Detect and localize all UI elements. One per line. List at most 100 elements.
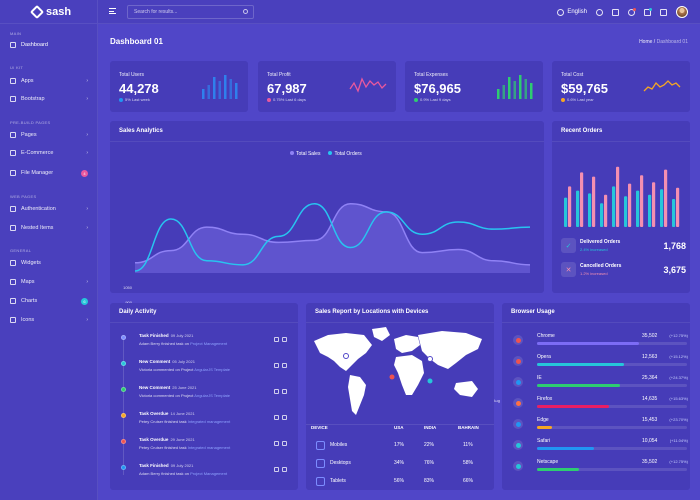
browser-logo	[515, 358, 521, 364]
apps-icon	[10, 78, 16, 84]
sidebar-item-e-commerce[interactable]: E-Commerce ›	[0, 146, 98, 160]
fullscreen-icon[interactable]	[612, 8, 619, 16]
sparkline-bar	[524, 79, 527, 99]
world-map[interactable]	[306, 323, 494, 423]
activity-description: Petey Cruiser finished task Integrated m…	[139, 445, 230, 450]
stat-value: 67,987	[267, 81, 307, 96]
moon-icon[interactable]	[596, 8, 603, 16]
map-marker-usa[interactable]	[343, 353, 349, 359]
bell-icon[interactable]	[628, 7, 636, 16]
activity-date: 09 July 2021	[170, 463, 194, 468]
sidebar-item-label: Icons	[21, 317, 35, 323]
sidebar-item-dashboard[interactable]: Dashboard	[0, 38, 98, 52]
bar-cancelled	[568, 186, 572, 227]
edit-icon[interactable]	[274, 389, 279, 394]
stat-title: Total Users	[119, 72, 145, 78]
sidebar-category-general: GENERAL	[10, 248, 32, 253]
sidebar-item-label: Widgets	[21, 260, 41, 266]
trash-icon[interactable]	[282, 467, 287, 472]
tablet-icon	[316, 477, 325, 486]
edit-icon[interactable]	[274, 363, 279, 368]
series-area-total-sales	[135, 203, 530, 273]
map-marker-india[interactable]	[427, 378, 433, 384]
activity-link[interactable]: AngularJS Template	[194, 367, 231, 372]
stat-card-total-profit: Total Profit 67,987 0.75% Last 6 days	[258, 61, 396, 112]
greenland[interactable]	[372, 327, 390, 341]
browser-name: Opera	[537, 354, 551, 360]
activity-link[interactable]: Project Management	[190, 471, 228, 476]
south-america[interactable]	[348, 375, 366, 415]
legend-item-total-sales[interactable]: Total Sales	[290, 151, 320, 157]
language-selector[interactable]: English	[557, 8, 587, 16]
avatar[interactable]	[676, 6, 688, 18]
bar-delivered	[612, 186, 616, 227]
sidebar-item-label: E-Commerce	[21, 150, 54, 156]
search-input[interactable]: Search for results...	[127, 5, 254, 19]
sidebar-item-label: Nested Items	[21, 225, 54, 231]
sidebar-item-icons[interactable]: Icons ›	[0, 313, 98, 327]
europe[interactable]	[394, 335, 420, 353]
sparkline	[497, 75, 533, 99]
progress-fill	[537, 426, 552, 429]
table-row: Mobiles 17% 22% 11%	[308, 441, 493, 455]
breadcrumb-home[interactable]: Home	[639, 39, 653, 45]
browser-value: 10,054	[642, 438, 658, 444]
browser-row-edge: Edge 15,453 (+23.70%)	[510, 417, 690, 439]
activity-link[interactable]: Project Management	[190, 341, 228, 346]
activity-text: Petey Cruiser finished task	[139, 445, 187, 450]
sidebar-item-bootstrap[interactable]: Bootstrap ›	[0, 92, 98, 106]
check-icon: ✓	[561, 238, 576, 253]
asia[interactable]	[418, 331, 482, 369]
progress-fill	[537, 405, 609, 408]
sidebar-right-toggle-icon[interactable]	[660, 8, 667, 16]
australia[interactable]	[454, 381, 478, 397]
legend-item-total-orders[interactable]: Total Orders	[328, 151, 362, 157]
activity-link[interactable]: Integrated management	[187, 445, 231, 450]
north-america[interactable]	[314, 333, 372, 371]
sidebar-item-authentication[interactable]: Authentication ›	[0, 202, 98, 216]
edit-icon[interactable]	[274, 415, 279, 420]
search-icon[interactable]	[243, 9, 248, 14]
browser-value: 12,563	[642, 354, 658, 360]
sidebar-item-charts[interactable]: Charts 6	[0, 294, 98, 308]
map-marker-bahrain[interactable]	[427, 356, 433, 362]
timeline-dot	[121, 387, 126, 392]
order-change: 1.2% increased	[580, 271, 608, 276]
browser-value: 35,502	[642, 333, 658, 339]
sparkline-bar	[508, 77, 511, 99]
sidebar-item-maps[interactable]: Maps ›	[0, 275, 98, 289]
stat-card-total-expenses: Total Expenses $76,965 0.9% Last 9 days	[405, 61, 543, 112]
bar-delivered	[600, 203, 604, 227]
edit-icon[interactable]	[274, 337, 279, 342]
order-change: 2.4% increased	[580, 247, 608, 252]
sidebar-item-widgets[interactable]: Widgets	[0, 256, 98, 270]
sidebar-item-file-manager[interactable]: File Manager 4	[0, 166, 98, 180]
africa[interactable]	[394, 355, 424, 395]
table-row: Desktops 34% 76% 58%	[308, 459, 493, 473]
map-marker-red[interactable]	[389, 374, 395, 380]
activity-link[interactable]: AngularJS Template	[194, 393, 231, 398]
activity-actions	[274, 389, 287, 394]
trend-icon	[119, 97, 123, 102]
brand-logo[interactable]: sash	[0, 0, 97, 24]
sidebar-item-pages[interactable]: Pages ›	[0, 128, 98, 142]
stat-change: 0.6% Last year	[561, 97, 594, 102]
trash-icon[interactable]	[282, 363, 287, 368]
sparkline-line	[349, 77, 387, 93]
activity-date: 14 June 2021	[170, 411, 195, 416]
sidebar-item-apps[interactable]: Apps ›	[0, 74, 98, 88]
message-icon[interactable]	[644, 7, 652, 16]
browser-name: IE	[537, 375, 542, 381]
trash-icon[interactable]	[282, 415, 287, 420]
trash-icon[interactable]	[282, 389, 287, 394]
trash-icon[interactable]	[282, 337, 287, 342]
activity-actions	[274, 415, 287, 420]
edit-icon[interactable]	[274, 441, 279, 446]
edit-icon[interactable]	[274, 467, 279, 472]
sidebar-item-nested-items[interactable]: Nested Items ›	[0, 221, 98, 235]
activity-description: Adam Berry finished task on Project Mana…	[139, 471, 227, 476]
trash-icon[interactable]	[282, 441, 287, 446]
menu-toggle-icon[interactable]	[109, 8, 116, 14]
activity-link[interactable]: Integrated management	[187, 419, 231, 424]
sales-analytics-chart	[134, 202, 531, 273]
